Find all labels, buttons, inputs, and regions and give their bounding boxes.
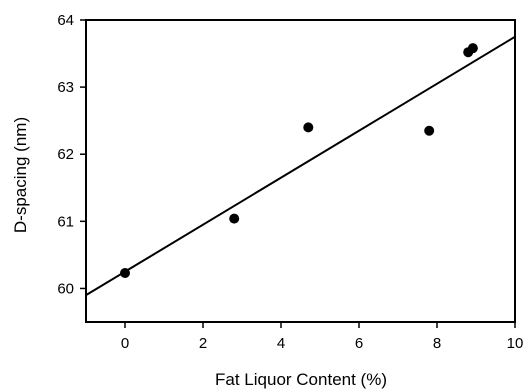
data-point [120,268,130,279]
x-axis-label: Fat Liquor Content (%) [215,370,387,389]
x-tick-label: 0 [121,335,129,352]
y-axis-label: D-spacing (nm) [11,117,30,233]
plot-frame [85,19,516,323]
data-point [467,43,478,54]
y-tick-label: 62 [57,146,74,163]
x-tick-label: 2 [199,335,207,352]
data-point [303,122,314,133]
regression-line [85,35,516,297]
data-point [424,125,435,136]
y-tick-label: 61 [57,213,74,230]
y-tick-label: 60 [57,280,74,297]
x-tick-label: 4 [277,335,285,352]
y-tick-label: 63 [57,79,74,96]
x-tick-label: 10 [507,335,524,352]
y-tick-label: 64 [57,12,74,29]
x-tick-label: 8 [433,335,441,352]
x-tick-label: 6 [355,335,363,352]
plot-area: 0 2 4 6 8 10 60 61 62 63 64 [57,12,523,352]
data-point [229,213,240,224]
